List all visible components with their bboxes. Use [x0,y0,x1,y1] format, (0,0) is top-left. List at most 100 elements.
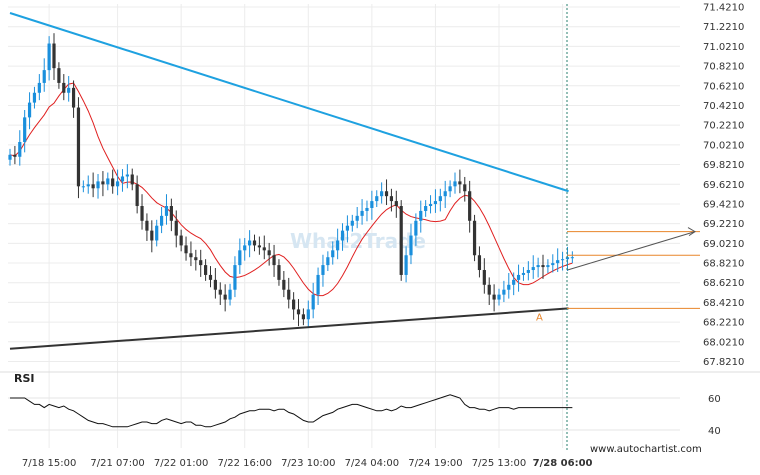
candle [96,181,100,189]
candle [414,220,418,236]
candle [546,265,550,268]
y-tick-label: 68.8210 [703,259,744,270]
y-tick-label: 71.4210 [703,3,744,14]
candle [287,289,291,300]
candle [472,220,477,256]
candle [570,257,574,259]
candle [399,206,403,275]
x-tick-label: 7/22 16:00 [217,458,271,469]
candle [145,220,149,231]
candle [365,207,369,211]
candle [311,294,315,310]
y-tick-label: 71.2210 [703,22,744,33]
candle [306,309,310,320]
candle [531,267,535,271]
x-tick-label: 7/23 10:00 [281,458,335,469]
rsi-panel: 60 40 [8,394,721,437]
candle [409,235,413,256]
candle [194,257,198,261]
rsi-label: RSI [14,372,35,385]
candle [282,279,286,290]
footer-site[interactable]: www.autochartist.com [590,444,702,455]
y-tick-label: 68.6210 [703,278,744,289]
candle [130,174,134,185]
candle [438,196,442,202]
candle [267,250,271,256]
candle [18,142,22,157]
x-axis: 7/18 15:00 7/21 07:00 7/22 01:00 7/22 16:00… [22,458,593,469]
y-tick-label: 69.2210 [703,219,744,230]
candle [560,259,565,261]
candle [424,206,428,211]
candle [169,206,173,221]
x-tick-label: 7/18 15:00 [22,458,76,469]
candle [208,274,213,280]
candle [86,184,90,187]
candle [507,284,511,290]
candle [179,235,183,246]
y-tick-label: 70.0210 [703,140,744,151]
candle [76,107,81,187]
candle [155,225,159,241]
candle [536,265,540,268]
candle [243,245,247,251]
y-tick-label: 70.4210 [703,101,744,112]
candle [184,245,188,254]
candle [350,220,354,226]
candle [81,186,85,188]
candle [389,196,394,202]
candle [57,68,61,83]
channel [9,4,569,452]
candle [463,184,467,192]
candle [71,87,76,108]
candle [458,181,462,185]
candle [340,230,345,241]
candle [565,257,570,260]
candle [394,201,398,207]
candle [199,260,203,266]
x-tick-label: 7/28 06:00 [533,458,593,469]
candle [47,43,51,71]
candle [106,178,110,185]
candle [262,247,266,251]
candle [228,289,232,300]
y-axis: 71.4210 71.2210 71.0210 70.8210 70.6210 70.42… [703,3,744,369]
y-tick-label: 68.2210 [703,318,744,329]
candle [477,255,482,271]
candle [521,272,526,275]
x-tick-label: 7/24 04:00 [345,458,399,469]
candle [233,265,237,290]
candle [541,265,545,268]
candle [448,186,452,192]
candle [101,181,105,185]
candle [482,270,486,285]
candle [360,210,364,216]
y-tick-label: 69.8210 [703,160,744,171]
candle [223,294,227,300]
rsi-line [10,394,573,428]
candle [497,294,501,300]
candle [189,253,193,258]
grid [0,4,760,448]
candles [8,33,574,327]
candle [326,257,330,266]
candle [27,102,32,118]
projection [567,227,696,271]
levels: A [536,231,700,323]
candle [370,201,374,208]
candle [111,178,115,187]
candle [42,70,46,83]
candle [492,294,496,300]
channel-upper-line [9,12,569,193]
candle [443,191,447,197]
candle [164,206,169,216]
candle [115,181,120,187]
candle [556,260,560,264]
candle [384,191,389,197]
candle [321,265,325,275]
candle [512,279,516,285]
watermark: What2Trade [290,229,426,253]
candle [380,191,384,197]
y-tick-label: 70.6210 [703,81,744,92]
